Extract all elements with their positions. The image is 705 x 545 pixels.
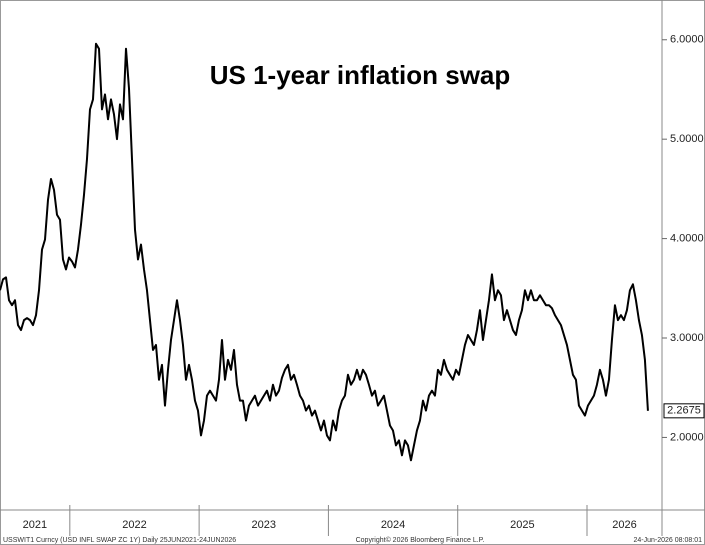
y-tick-label: 2.0000 [670, 431, 704, 443]
x-tick-label: 2023 [252, 519, 276, 531]
last-value-label: 2.2675 [667, 405, 701, 417]
x-tick-label: 2025 [510, 519, 534, 531]
y-tick-label: 3.0000 [670, 332, 704, 344]
x-tick-label: 2021 [23, 519, 47, 531]
footer-copyright: Copyright© 2026 Bloomberg Finance L.P. [356, 536, 485, 544]
y-tick-label: 4.0000 [670, 233, 704, 245]
chart-title: US 1-year inflation swap [210, 60, 511, 90]
y-tick-label: 6.0000 [670, 34, 704, 46]
y-tick-label: 5.0000 [670, 133, 704, 145]
x-tick-label: 2024 [381, 519, 405, 531]
series-line [0, 42, 649, 462]
x-tick-label: 2022 [122, 519, 146, 531]
last-value-box [663, 403, 705, 419]
x-tick-label: 2026 [612, 519, 636, 531]
footer-source: USSWIT1 Curncy (USD INFL SWAP ZC 1Y) Dai… [3, 537, 236, 544]
footer-timestamp: 24-Jun-2026 08:08:01 [634, 537, 703, 544]
